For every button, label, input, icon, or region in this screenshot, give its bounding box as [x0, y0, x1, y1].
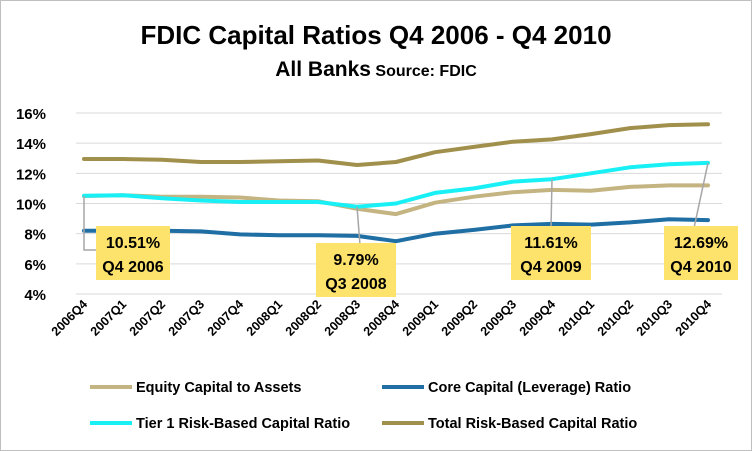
x-tick-label: 2010Q3 — [634, 297, 675, 338]
annotation-leader — [83, 195, 96, 251]
y-tick-label: 8% — [24, 227, 46, 244]
x-tick-label: 2007Q4 — [205, 297, 246, 338]
x-tick-label: 2006Q4 — [49, 297, 90, 338]
annotation-box — [664, 226, 738, 280]
x-tick-label: 2010Q4 — [673, 297, 714, 338]
y-tick-label: 14% — [16, 136, 46, 153]
legend-label: Total Risk-Based Capital Ratio — [428, 416, 637, 432]
annotation-period: Q4 2006 — [102, 259, 163, 276]
chart-source: Source: FDIC — [375, 63, 477, 80]
series-line-3 — [82, 160, 710, 209]
annotation-period: Q3 2008 — [325, 276, 386, 293]
chart-subtitle: All Banks — [275, 58, 371, 81]
annotation-period: Q4 2010 — [670, 259, 731, 276]
x-tick-label: 2007Q2 — [127, 297, 168, 338]
x-tick-label: 2009Q2 — [439, 297, 480, 338]
chart-subtitle-block: All Banks Source: FDIC — [0, 58, 752, 82]
y-tick-label: 4% — [24, 287, 46, 304]
annotation-value: 11.61% — [524, 235, 577, 252]
annotation-value: 9.79% — [333, 252, 378, 269]
y-tick-label: 12% — [16, 166, 46, 183]
legend-label: Tier 1 Risk-Based Capital Ratio — [136, 416, 350, 432]
chart-title: FDIC Capital Ratios Q4 2006 - Q4 2010 — [140, 20, 612, 50]
annotation-box — [96, 226, 170, 280]
legend-label: Equity Capital to Assets — [136, 380, 301, 396]
annotation-value: 10.51% — [106, 235, 160, 252]
x-tick-label: 2009Q1 — [400, 297, 441, 338]
y-tick-label: 6% — [24, 257, 46, 274]
series-line-2 — [82, 217, 710, 244]
series-line-1 — [82, 183, 710, 217]
annotation-leader — [356, 206, 361, 246]
annotation-leader — [693, 162, 709, 229]
x-tick-label: 2009Q4 — [517, 297, 558, 338]
x-tick-label: 2009Q3 — [478, 297, 519, 338]
annotation-box — [316, 243, 396, 297]
x-tick-label: 2008Q1 — [244, 297, 285, 338]
x-tick-label: 2010Q2 — [595, 297, 636, 338]
series-line-4 — [82, 122, 710, 167]
y-tick-label: 16% — [16, 106, 46, 123]
legend-label: Core Capital (Leverage) Ratio — [428, 380, 631, 396]
x-tick-label: 2010Q1 — [556, 297, 597, 338]
x-tick-label: 2007Q1 — [88, 297, 129, 338]
x-tick-label: 2007Q3 — [166, 297, 207, 338]
x-tick-label: 2008Q3 — [322, 297, 363, 338]
x-tick-label: 2008Q4 — [361, 297, 402, 338]
x-tick-label: 2008Q2 — [283, 297, 324, 338]
annotation-box — [511, 226, 591, 280]
annotation-value: 12.69% — [674, 235, 728, 252]
annotation-period: Q4 2009 — [520, 259, 581, 276]
annotation-leader — [550, 179, 553, 229]
y-tick-label: 10% — [16, 197, 46, 214]
